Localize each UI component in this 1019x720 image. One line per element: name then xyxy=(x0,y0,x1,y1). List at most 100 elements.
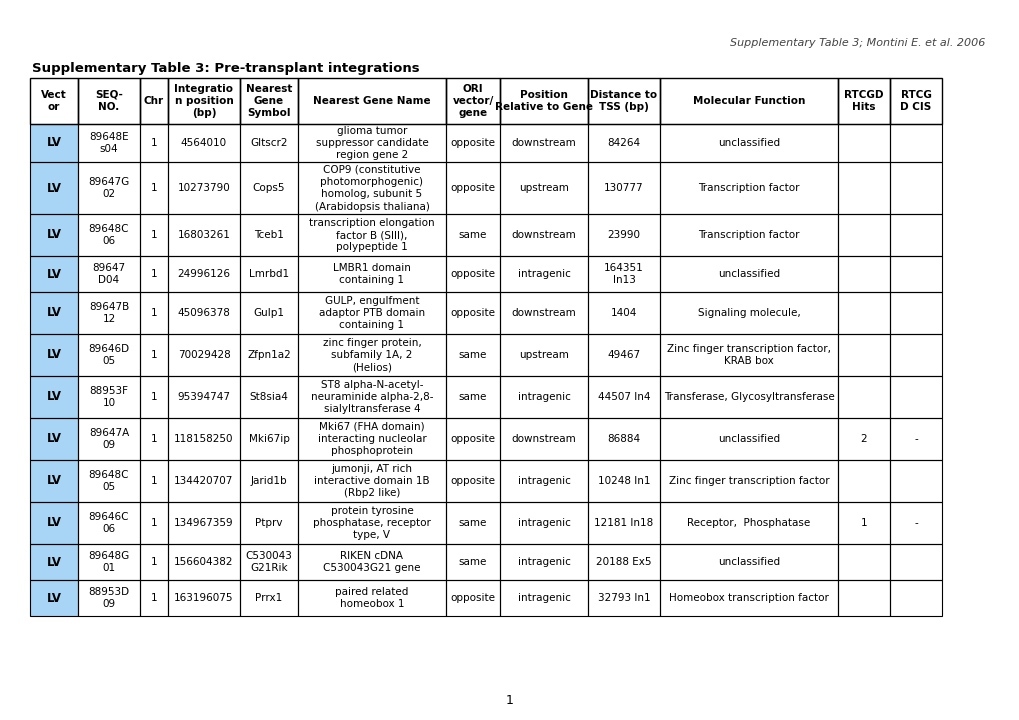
Text: 89648C
06: 89648C 06 xyxy=(89,224,129,246)
Bar xyxy=(890,162,942,214)
Bar xyxy=(445,256,499,292)
Bar xyxy=(890,334,942,376)
Bar xyxy=(239,124,298,162)
Text: 24996126: 24996126 xyxy=(177,269,230,279)
Text: 1: 1 xyxy=(505,693,514,706)
Bar xyxy=(445,460,499,502)
Bar xyxy=(890,502,942,544)
Bar xyxy=(298,334,445,376)
Bar xyxy=(499,334,587,376)
Text: LV: LV xyxy=(47,592,61,605)
Bar xyxy=(140,544,168,580)
Text: downstream: downstream xyxy=(512,138,576,148)
Text: RTCG
D CIS: RTCG D CIS xyxy=(900,90,930,112)
Text: opposite: opposite xyxy=(450,308,495,318)
Bar xyxy=(239,292,298,334)
Text: unclassified: unclassified xyxy=(717,557,780,567)
Text: 1: 1 xyxy=(151,518,157,528)
Bar xyxy=(30,292,77,334)
Text: 1: 1 xyxy=(151,476,157,486)
Bar xyxy=(168,502,239,544)
Bar xyxy=(77,580,140,616)
Bar xyxy=(890,292,942,334)
Text: 1: 1 xyxy=(151,138,157,148)
Bar xyxy=(168,214,239,256)
Text: St8sia4: St8sia4 xyxy=(250,392,288,402)
Text: 95394747: 95394747 xyxy=(177,392,230,402)
Bar xyxy=(659,502,838,544)
Bar xyxy=(30,162,77,214)
Text: 84264: 84264 xyxy=(607,138,640,148)
Text: 88953F
10: 88953F 10 xyxy=(90,386,128,408)
Text: opposite: opposite xyxy=(450,476,495,486)
Text: Receptor,  Phosphatase: Receptor, Phosphatase xyxy=(687,518,810,528)
Text: Supplementary Table 3; Montini E. et al. 2006: Supplementary Table 3; Montini E. et al.… xyxy=(729,38,984,48)
Bar xyxy=(499,418,587,460)
Bar xyxy=(890,544,942,580)
Text: Lmrbd1: Lmrbd1 xyxy=(249,269,288,279)
Bar xyxy=(298,376,445,418)
Text: Vect
or: Vect or xyxy=(41,90,67,112)
Text: 89647B
12: 89647B 12 xyxy=(89,302,129,324)
Text: 118158250: 118158250 xyxy=(174,434,233,444)
Text: opposite: opposite xyxy=(450,138,495,148)
Bar xyxy=(298,460,445,502)
Bar xyxy=(239,376,298,418)
Text: Molecular Function: Molecular Function xyxy=(692,96,804,106)
Bar xyxy=(30,502,77,544)
Text: 1: 1 xyxy=(151,593,157,603)
Bar xyxy=(30,580,77,616)
Bar xyxy=(587,214,659,256)
Bar xyxy=(77,214,140,256)
Bar xyxy=(838,292,890,334)
Bar xyxy=(445,580,499,616)
Text: 1: 1 xyxy=(151,183,157,193)
Bar xyxy=(168,124,239,162)
Bar xyxy=(890,580,942,616)
Text: Zinc finger transcription factor,
KRAB box: Zinc finger transcription factor, KRAB b… xyxy=(666,344,830,366)
Bar xyxy=(499,502,587,544)
Bar xyxy=(30,376,77,418)
Bar xyxy=(168,544,239,580)
Bar xyxy=(298,502,445,544)
Text: 23990: 23990 xyxy=(607,230,640,240)
Text: 89648C
05: 89648C 05 xyxy=(89,470,129,492)
Bar xyxy=(168,376,239,418)
Bar xyxy=(140,502,168,544)
Text: jumonji, AT rich
interactive domain 1B
(Rbp2 like): jumonji, AT rich interactive domain 1B (… xyxy=(314,464,429,498)
Text: RIKEN cDNA
C530043G21 gene: RIKEN cDNA C530043G21 gene xyxy=(323,551,421,573)
Text: paired related
homeobox 1: paired related homeobox 1 xyxy=(335,587,409,609)
Text: 89647G
02: 89647G 02 xyxy=(89,177,129,199)
Bar xyxy=(659,162,838,214)
Text: 89646C
06: 89646C 06 xyxy=(89,512,129,534)
Bar xyxy=(838,214,890,256)
Text: Integratio
n position
(bp): Integratio n position (bp) xyxy=(174,84,233,118)
Text: same: same xyxy=(459,518,487,528)
Text: 1: 1 xyxy=(151,230,157,240)
Bar xyxy=(30,418,77,460)
Bar xyxy=(298,580,445,616)
Text: 45096378: 45096378 xyxy=(177,308,230,318)
Bar xyxy=(587,162,659,214)
Text: intragenic: intragenic xyxy=(517,518,570,528)
Bar xyxy=(239,460,298,502)
Bar xyxy=(838,460,890,502)
Bar xyxy=(239,214,298,256)
Text: Transferase, Glycosyltransferase: Transferase, Glycosyltransferase xyxy=(663,392,834,402)
Bar xyxy=(168,580,239,616)
Text: unclassified: unclassified xyxy=(717,138,780,148)
Bar xyxy=(168,460,239,502)
Bar xyxy=(30,334,77,376)
Text: Nearest Gene Name: Nearest Gene Name xyxy=(313,96,430,106)
Bar xyxy=(140,214,168,256)
Text: protein tyrosine
phosphatase, receptor
type, V: protein tyrosine phosphatase, receptor t… xyxy=(313,505,430,541)
Text: 130777: 130777 xyxy=(603,183,643,193)
Bar xyxy=(77,502,140,544)
Text: opposite: opposite xyxy=(450,269,495,279)
Text: 1404: 1404 xyxy=(610,308,637,318)
Bar xyxy=(30,376,77,418)
Text: -: - xyxy=(913,434,917,444)
Bar xyxy=(77,460,140,502)
Text: -: - xyxy=(913,518,917,528)
Bar xyxy=(298,78,445,124)
